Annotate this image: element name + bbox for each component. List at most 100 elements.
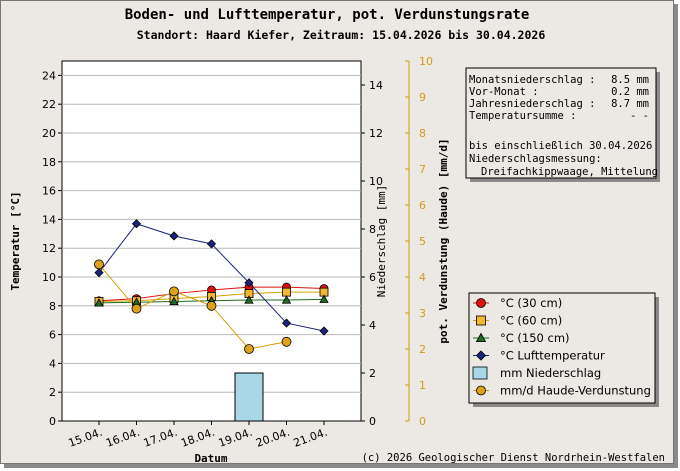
y-right-evap-tick-label-7: 7	[419, 163, 426, 176]
y-left-tick-label-5: 10	[42, 271, 56, 284]
series-3-point-0	[94, 268, 104, 278]
y-left-tick-label-10: 20	[42, 127, 56, 140]
legend-item-2: °C (150 cm)	[473, 331, 570, 345]
y-right-evap-tick-label-9: 9	[419, 91, 426, 104]
chart-frame: Boden- und Lufttemperatur, pot. Verdunst…	[0, 0, 674, 465]
series-3-point-4	[244, 278, 254, 288]
x-tick-label-2: 17.04.	[142, 426, 179, 450]
x-tick-label-1: 16.04.	[104, 426, 141, 450]
x-tick-label-3: 18.04.	[179, 426, 216, 450]
legend: °C (30 cm) °C (60 cm) °C (150 cm) °C Luftte…	[468, 292, 659, 407]
series-5-point-1	[131, 303, 142, 314]
info-note-measurement: Niederschlagsmessung:	[469, 153, 602, 165]
legend-item-0: °C (30 cm)	[473, 296, 562, 310]
series-3-point-1	[131, 219, 142, 229]
legend-label-1: °C (60 cm)	[500, 314, 562, 328]
series-2-point-2	[169, 296, 179, 306]
series-3-point-3	[206, 239, 217, 249]
legend-item-5: mm/d Haude-Verdunstung	[473, 384, 651, 398]
y-right-evap-tick-label-2: 2	[419, 343, 426, 356]
legend-marker-0	[476, 298, 486, 308]
y-right-precip-tick-label-7: 14	[369, 79, 383, 92]
y-left-tick-label-3: 6	[49, 329, 56, 342]
info-row-label-3: Temperatursumme :	[469, 110, 576, 122]
y-right-precip-tick-label-4: 8	[369, 223, 376, 236]
legend-swatch-4	[472, 366, 488, 380]
x-tick-label-4: 19.04.	[217, 426, 254, 450]
y-left-tick-label-7: 14	[42, 213, 56, 226]
precip-bar-19.04.	[234, 372, 264, 422]
x-tick-label-0: 15.04.	[67, 426, 104, 450]
info-row-label-0: Monatsniederschlag :	[469, 74, 595, 86]
legend-label-2: °C (150 cm)	[500, 331, 570, 345]
info-row-value-1: 0.2 mm	[611, 86, 649, 98]
series-2-point-0	[94, 298, 104, 307]
series-5-point-2	[169, 286, 179, 297]
y-right-evap-tick-label-4: 4	[419, 271, 426, 284]
legend-panel	[468, 292, 656, 404]
y-right-evap-tick-label-5: 5	[419, 235, 426, 248]
series-3-point-6	[319, 326, 329, 336]
legend-marker-1	[476, 315, 486, 326]
series-2-point-5	[281, 295, 292, 304]
info-box: Monatsniederschlag : 8.5 mm Vor-Monat : 0.2…	[465, 67, 660, 182]
legend-item-3: °C Lufttemperatur	[473, 349, 605, 363]
y-left-tick-label-0: 0	[49, 415, 56, 428]
info-note-device: Dreifachkippwaage, Mittelung	[481, 166, 658, 178]
legend-marker-2	[475, 332, 487, 343]
series-1-point-5	[282, 287, 291, 297]
legend-label-4: mm Niederschlag	[500, 366, 601, 380]
series-5-point-4	[244, 344, 254, 354]
y-left-tick-label-11: 22	[42, 98, 56, 111]
chart-subtitle: Standort: Haard Kiefer, Zeitraum: 15.04.…	[137, 28, 546, 42]
y-left-tick-label-6: 12	[42, 242, 56, 255]
x-axis-label: Datum	[194, 452, 227, 465]
chart-title: Boden- und Lufttemperatur, pot. Verdunst…	[125, 7, 530, 23]
info-note-date: bis einschließlich 30.04.2026	[469, 140, 652, 152]
y-right-evap-tick-label-10: 10	[419, 55, 433, 68]
y-right-evap-tick-label-3: 3	[419, 307, 426, 320]
legend-item-1: °C (60 cm)	[473, 314, 562, 328]
info-box-panel	[465, 67, 657, 179]
y-left-tick-label-4: 8	[49, 300, 56, 313]
y-left-tick-label-2: 4	[49, 357, 56, 370]
y-axis-left-label: Temperatur [°C]	[9, 191, 22, 290]
x-tick-label-5: 20.04.	[254, 426, 291, 450]
y-right-evap-tick-label-0: 0	[419, 415, 426, 428]
y-right-precip-tick-label-1: 2	[369, 367, 376, 380]
y-right-evap-tick-label-6: 6	[419, 199, 426, 212]
legend-marker-3	[475, 350, 487, 361]
series-2-point-6	[319, 294, 329, 303]
y-left-tick-label-9: 18	[42, 156, 56, 169]
y-axis-right-evap-label: pot. Verdunstung (Haude) [mm/d]	[437, 138, 450, 343]
info-row-label-1: Vor-Monat :	[469, 86, 539, 98]
y-left-tick-label-12: 24	[42, 69, 56, 82]
series-2-point-4	[244, 295, 254, 304]
y-right-precip-tick-label-6: 12	[369, 127, 383, 140]
x-tick-label-6: 21.04.	[292, 426, 329, 450]
y-left-tick-label-1: 2	[49, 386, 56, 399]
legend-item-4: mm Niederschlag	[472, 366, 601, 380]
legend-label-3: °C Lufttemperatur	[500, 349, 605, 363]
info-row-value-0: 8.5 mm	[611, 74, 649, 86]
series-3-point-5	[281, 318, 292, 328]
legend-label-5: mm/d Haude-Verdunstung	[500, 384, 651, 398]
series-5-point-5	[281, 336, 292, 347]
copyright-text: (c) 2026 Geologischer Dienst Nordrhein-W…	[362, 452, 665, 464]
legend-marker-5	[476, 385, 486, 396]
y-right-precip-tick-label-0: 0	[369, 415, 376, 428]
y-right-precip-tick-label-3: 6	[369, 271, 376, 284]
y-right-evap-tick-label-1: 1	[419, 379, 426, 392]
y-axis-right-precip-label: Niederschlag [mm]	[375, 185, 388, 298]
info-row-value-2: 8.7 mm	[611, 98, 649, 110]
y-right-evap-tick-label-8: 8	[419, 127, 426, 140]
y-left-tick-label-8: 16	[42, 185, 56, 198]
legend-label-0: °C (30 cm)	[500, 296, 562, 310]
info-row-label-2: Jahresniederschlag :	[469, 98, 595, 110]
series-5-point-0	[94, 259, 104, 270]
series-5-line	[98, 264, 287, 350]
y-right-precip-tick-label-5: 10	[369, 175, 383, 188]
series-5-point-3	[206, 300, 217, 311]
info-row-value-3: - -	[630, 110, 649, 122]
